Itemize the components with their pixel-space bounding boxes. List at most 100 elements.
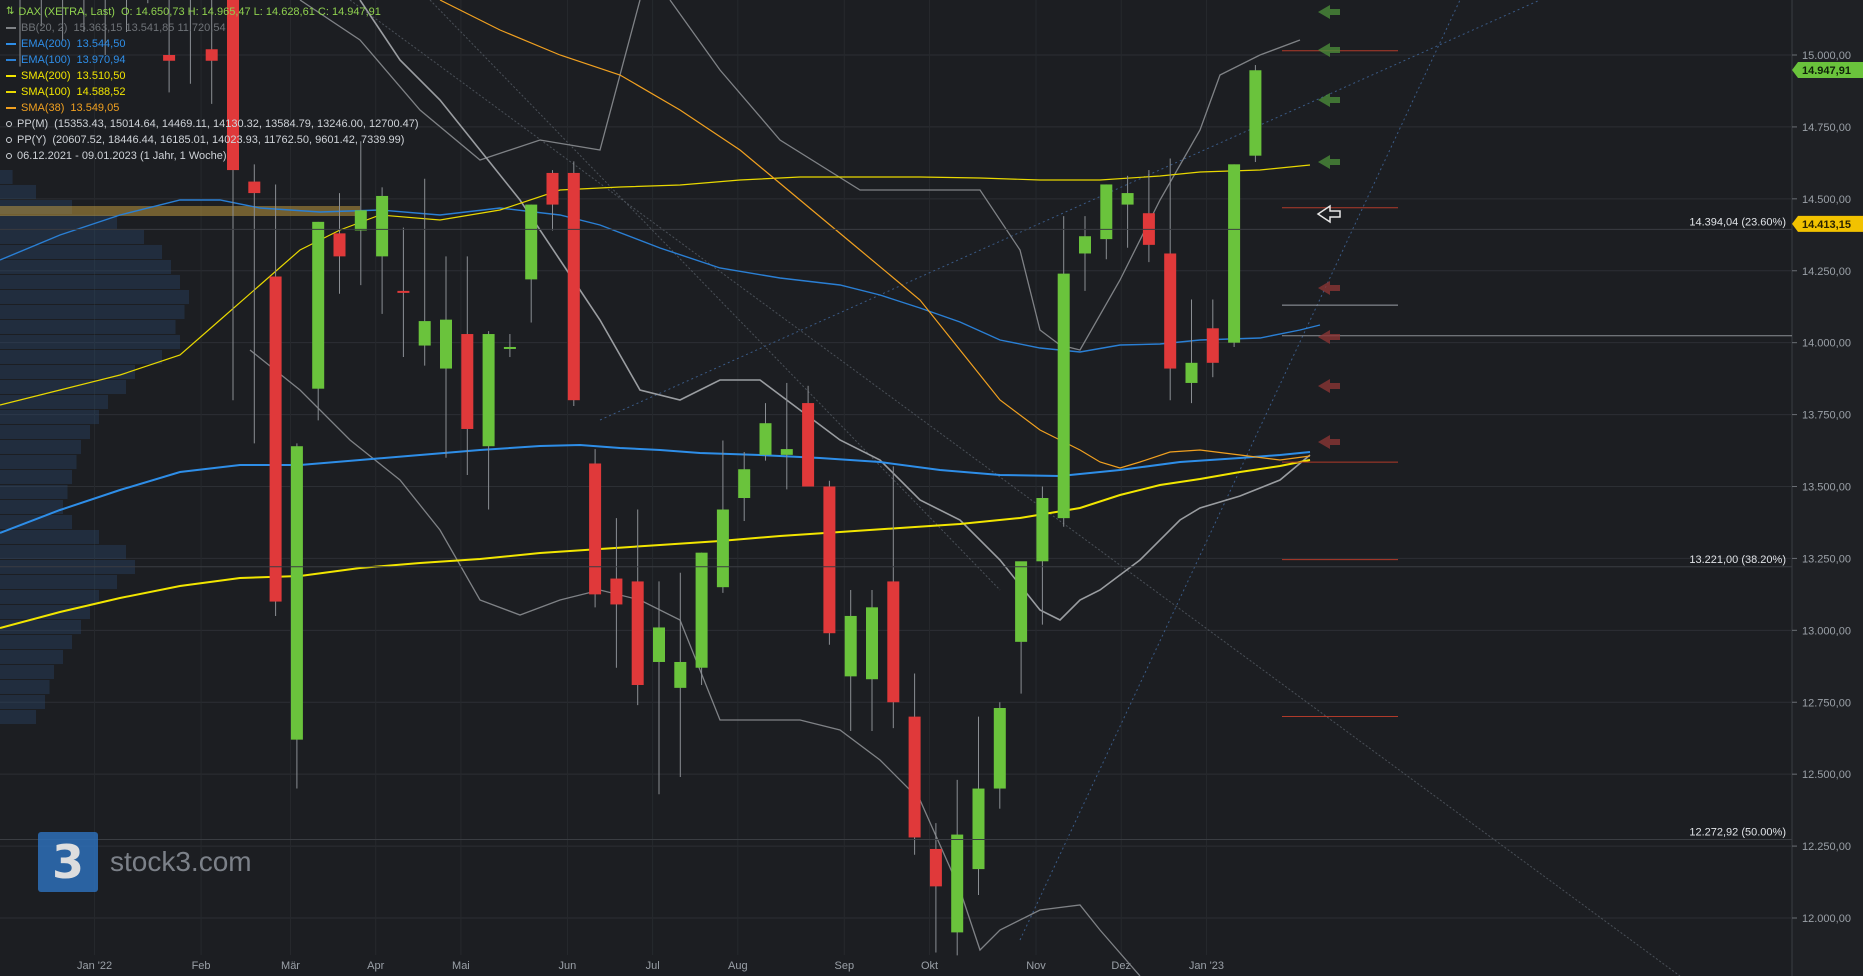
candle-body[interactable] bbox=[653, 627, 665, 662]
candle-body[interactable] bbox=[1228, 164, 1241, 343]
volume-profile-bar bbox=[0, 185, 36, 199]
volume-profile-bar bbox=[0, 650, 63, 664]
candle-body[interactable] bbox=[397, 290, 410, 293]
ema200-swatch bbox=[6, 43, 16, 45]
candle-body[interactable] bbox=[716, 509, 729, 588]
candle-body[interactable] bbox=[887, 581, 900, 703]
candle-body[interactable] bbox=[333, 233, 346, 257]
candle-body[interactable] bbox=[482, 334, 495, 447]
candle-body[interactable] bbox=[1100, 184, 1113, 240]
volume-poc-bar bbox=[0, 206, 360, 216]
candle-body[interactable] bbox=[1185, 362, 1198, 383]
candle-body[interactable] bbox=[461, 334, 474, 429]
candle-body[interactable] bbox=[908, 716, 921, 838]
candle-body[interactable] bbox=[1015, 561, 1028, 642]
candle-body[interactable] bbox=[610, 578, 623, 605]
bollinger-upper-band bbox=[299, 0, 641, 161]
sma200-swatch bbox=[6, 75, 16, 77]
legend-ema200[interactable]: EMA(200) 13.544,50 bbox=[6, 36, 419, 52]
candle-body[interactable] bbox=[163, 55, 176, 61]
fib-label-50: 12.272,92 (50.00%) bbox=[1689, 826, 1786, 838]
candle-body[interactable] bbox=[695, 552, 708, 668]
candle-body[interactable] bbox=[354, 210, 367, 231]
candle-body[interactable] bbox=[525, 204, 538, 280]
candle-body[interactable] bbox=[567, 172, 580, 401]
y-tick-label: 12.500,00 bbox=[1802, 769, 1851, 781]
bollinger-upper-band-2 bbox=[669, 0, 1301, 351]
candle-body[interactable] bbox=[866, 607, 878, 680]
candle-body[interactable] bbox=[248, 181, 261, 194]
candle-body[interactable] bbox=[780, 449, 793, 455]
candle-body[interactable] bbox=[823, 486, 836, 634]
candle-body[interactable] bbox=[972, 788, 985, 870]
candle-body[interactable] bbox=[546, 172, 559, 205]
candle-body[interactable] bbox=[631, 581, 644, 685]
legend-sma200-value: 13.510,50 bbox=[76, 70, 126, 82]
legend-sma200[interactable]: SMA(200) 13.510,50 bbox=[6, 68, 419, 84]
candle-body[interactable] bbox=[290, 446, 303, 740]
candle-body[interactable] bbox=[674, 661, 687, 688]
candle-body[interactable] bbox=[312, 221, 325, 389]
legend-sma38-name: SMA(38) bbox=[21, 102, 65, 114]
x-tick-label: Apr bbox=[367, 960, 384, 972]
stock3-logo-icon: 3 bbox=[38, 832, 98, 892]
ema100-swatch bbox=[6, 59, 16, 61]
y-tick-label: 14.000,00 bbox=[1802, 338, 1851, 350]
y-tick-label: 12.250,00 bbox=[1802, 841, 1851, 853]
candle-body[interactable] bbox=[503, 346, 516, 349]
legend-sma38[interactable]: SMA(38) 13.549,05 bbox=[6, 100, 419, 116]
ppm-target-icon bbox=[6, 121, 12, 127]
buy-signal-arrow-icon bbox=[1318, 155, 1340, 169]
legend-instrument-ohlc: O: 14.650,73 H: 14.965,47 L: 14.628,61 C… bbox=[120, 6, 381, 18]
candle-body[interactable] bbox=[1206, 328, 1219, 363]
candle-body[interactable] bbox=[440, 319, 452, 369]
legend-sma200-name: SMA(200) bbox=[21, 70, 71, 82]
legend-ppm[interactable]: PP(M) (15353.43, 15014.64, 14469.11, 141… bbox=[6, 116, 419, 132]
legend-range[interactable]: 06.12.2021 - 09.01.2023 (1 Jahr, 1 Woche… bbox=[6, 148, 419, 164]
volume-profile-bar bbox=[0, 485, 68, 499]
clock-icon bbox=[6, 153, 12, 159]
candle-body[interactable] bbox=[844, 615, 857, 677]
candle-body[interactable] bbox=[929, 848, 942, 887]
chart-legend: ⇅ DAX (XETRA, Last) O: 14.650,73 H: 14.9… bbox=[6, 4, 419, 164]
candle-body[interactable] bbox=[738, 469, 751, 499]
candle-body[interactable] bbox=[759, 423, 772, 455]
legend-ema100[interactable]: EMA(100) 13.970,94 bbox=[6, 52, 419, 68]
legend-sma100[interactable]: SMA(100) 14.588,52 bbox=[6, 84, 419, 100]
sma100-swatch bbox=[6, 91, 16, 93]
candle-body[interactable] bbox=[376, 195, 389, 257]
candle-body[interactable] bbox=[269, 276, 282, 602]
candle-body[interactable] bbox=[951, 834, 964, 933]
candle-body[interactable] bbox=[1057, 273, 1070, 519]
volume-profile-bar bbox=[0, 320, 176, 334]
ema100-line bbox=[0, 199, 1321, 353]
candle-body[interactable] bbox=[1164, 253, 1177, 369]
volume-profile-bar bbox=[0, 635, 72, 649]
volume-profile-bar bbox=[0, 710, 36, 724]
candle-body[interactable] bbox=[1121, 193, 1134, 205]
candle-body[interactable] bbox=[993, 708, 1006, 789]
candle-body[interactable] bbox=[802, 403, 815, 487]
legend-bb[interactable]: BB(20, 2) 15.363,15 13.541,85 11.720,54 bbox=[6, 20, 419, 36]
sma100-line bbox=[0, 164, 1311, 406]
candle-body[interactable] bbox=[589, 463, 602, 595]
sma38-swatch bbox=[6, 107, 16, 109]
legend-sma100-value: 14.588,52 bbox=[76, 86, 126, 98]
candle-body[interactable] bbox=[205, 49, 218, 61]
candle-body[interactable] bbox=[418, 321, 431, 346]
x-tick-label: Mär bbox=[281, 960, 300, 972]
candle-body[interactable] bbox=[1079, 236, 1091, 254]
legend-instrument[interactable]: ⇅ DAX (XETRA, Last) O: 14.650,73 H: 14.9… bbox=[6, 4, 419, 20]
volume-profile-bar bbox=[0, 620, 81, 634]
legend-ppy[interactable]: PP(Y) (20607.52, 18446.44, 16185.01, 140… bbox=[6, 132, 419, 148]
candle-body[interactable] bbox=[1036, 498, 1049, 562]
volume-profile-bar bbox=[0, 590, 99, 604]
volume-profile-bar bbox=[0, 470, 72, 484]
candle-body[interactable] bbox=[1249, 70, 1262, 156]
fib-label-38: 13.221,00 (38.20%) bbox=[1689, 554, 1786, 566]
y-tick-label: 14.750,00 bbox=[1802, 122, 1851, 134]
y-tick-label: 13.500,00 bbox=[1802, 482, 1851, 494]
candle-body[interactable] bbox=[227, 0, 239, 171]
